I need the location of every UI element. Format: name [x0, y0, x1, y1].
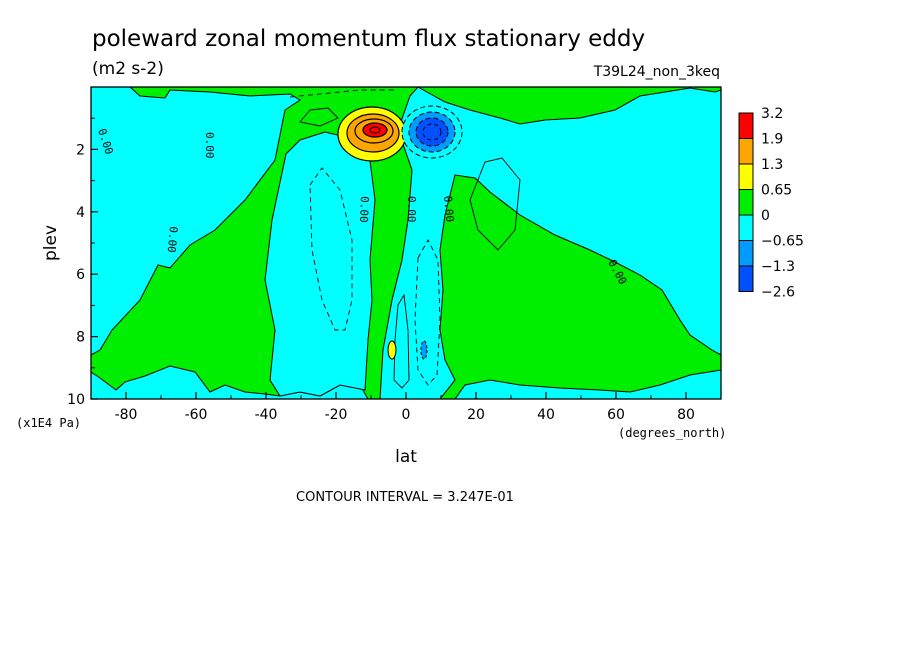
- colorbar-swatch: [738, 189, 754, 216]
- colorbar-swatch: [738, 214, 754, 241]
- positive-contour-east: [469, 157, 521, 251]
- dataset-label: T39L24_non_3keq: [593, 64, 720, 80]
- zero-label-2: 0.00: [203, 132, 216, 159]
- negative-contour-top: [289, 89, 395, 98]
- x-axis-label: lat: [395, 447, 417, 467]
- x-tick-label: -80: [115, 407, 138, 423]
- x-tick-label: -20: [325, 407, 348, 423]
- positive-maximum: [337, 106, 407, 162]
- zero-label-5: 0.00: [405, 196, 418, 223]
- y-tick-label: 8: [76, 330, 85, 346]
- x-tick-label: 60: [607, 407, 625, 423]
- small-positive-spot: [387, 340, 397, 360]
- negative-region-west: [91, 87, 301, 356]
- zero-label-4: 0.00: [357, 196, 371, 223]
- x-tick-label: -40: [255, 407, 278, 423]
- colorbar-label: 0.65: [761, 183, 792, 199]
- colorbar-swatch: [738, 163, 754, 190]
- colorbar-label: 1.9: [761, 132, 783, 148]
- x-tick-label: 0: [402, 407, 411, 423]
- colorbar: 3.2 1.9 1.3 0.65 0 −0.65 −1.3 −2.6: [738, 106, 804, 301]
- negative-region-east-low: [454, 369, 721, 399]
- negative-contour-equator: [414, 239, 441, 386]
- colorbar-label: 3.2: [761, 106, 783, 122]
- colorbar-label: −0.65: [761, 234, 804, 250]
- colorbar-swatch: [738, 112, 754, 139]
- y-tick-label: 10: [67, 392, 85, 408]
- colorbar-swatch: [738, 138, 754, 165]
- colorbar-label: −2.6: [761, 285, 795, 301]
- x-tick-label: 80: [677, 407, 695, 423]
- colorbar-label: −1.3: [761, 259, 795, 275]
- chart-title: poleward zonal momentum flux stationary …: [92, 26, 645, 52]
- colorbar-swatch: [738, 240, 754, 267]
- chart-units: (m2 s-2): [92, 59, 164, 79]
- x-axis-units: (degrees_north): [618, 426, 726, 440]
- x-tick-label: 40: [537, 407, 555, 423]
- y-tick-label: 4: [76, 205, 85, 221]
- x-tick-label: 20: [467, 407, 485, 423]
- x-axis: -80 -60 -40 -20 0 20 40 60 80: [90, 392, 722, 423]
- negative-minimum: [401, 105, 463, 159]
- zero-label-6: 0.00: [441, 195, 456, 223]
- small-negative-spot: [420, 340, 428, 360]
- x-tick-label: -60: [185, 407, 208, 423]
- negative-region-equator: [379, 87, 721, 399]
- plot-area: 0.00 0.00 0.00 0.00 0.00 0.00 0.00: [90, 86, 722, 400]
- contour-interval: CONTOUR INTERVAL = 3.247E-01: [296, 490, 514, 505]
- y-axis: 2 4 6 8 10: [67, 117, 98, 408]
- y-tick-label: 6: [76, 267, 85, 283]
- y-tick-label: 2: [76, 142, 85, 158]
- colorbar-label: 1.3: [761, 157, 783, 173]
- zero-label-3: 0.00: [165, 226, 180, 254]
- y-axis-label: plev: [41, 225, 61, 261]
- y-axis-units: (x1E4 Pa): [16, 416, 81, 430]
- colorbar-label: 0: [761, 208, 770, 224]
- colorbar-swatch: [738, 265, 754, 292]
- positive-contour-nw: [299, 107, 339, 127]
